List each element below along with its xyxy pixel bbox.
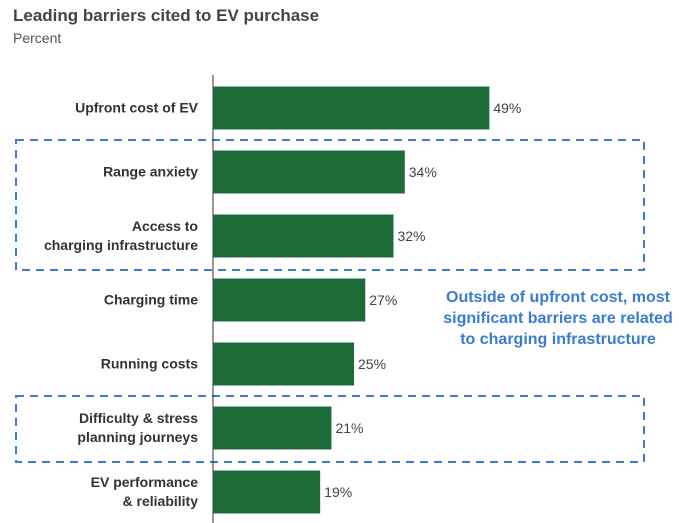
value-label: 19%: [324, 484, 353, 500]
chart-subtitle: Percent: [13, 30, 62, 46]
chart-title: Leading barriers cited to EV purchase: [13, 6, 320, 25]
value-label: 27%: [369, 292, 398, 308]
value-label: 21%: [335, 420, 364, 436]
category-label: Running costs: [100, 355, 198, 372]
category-label: Range anxiety: [103, 163, 198, 180]
bar: [213, 406, 332, 450]
bar: [213, 214, 394, 258]
category-label: Upfront cost of EV: [75, 99, 198, 116]
bar: [213, 86, 490, 130]
value-label: 34%: [408, 164, 437, 180]
category-label: EV performance & reliability: [90, 474, 198, 509]
value-label: 49%: [493, 100, 522, 116]
category-label: Charging time: [103, 291, 198, 308]
bar: [213, 470, 321, 514]
value-label: 25%: [358, 356, 387, 372]
bar: [213, 150, 405, 194]
bar: [213, 278, 366, 322]
category-label: Access to charging infrastructure: [43, 218, 198, 253]
category-label: Difficulty & stress planning journeys: [77, 410, 198, 445]
highlight-box: [15, 139, 645, 271]
value-label: 32%: [397, 228, 426, 244]
highlight-box: [15, 395, 645, 463]
annotation: Outside of upfront cost, most significan…: [443, 289, 673, 348]
bar: [213, 342, 354, 386]
